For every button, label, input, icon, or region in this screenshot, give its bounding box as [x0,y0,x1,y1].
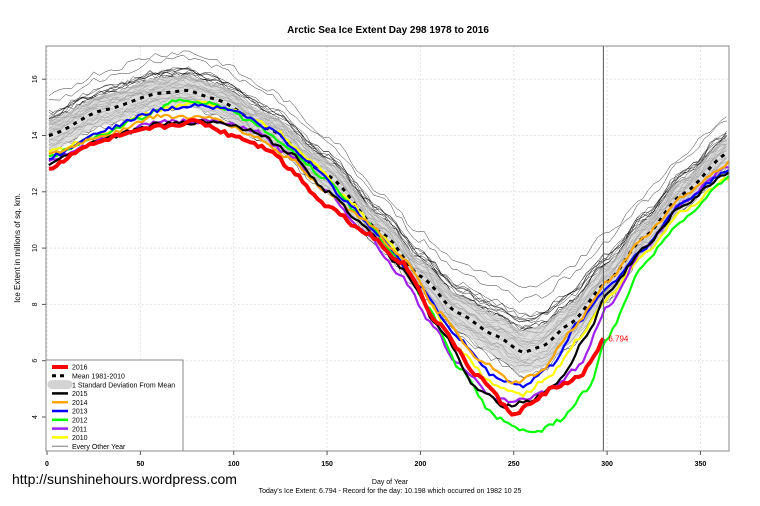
legend-item: 2010 [52,435,88,442]
legend-item: 2014 [52,400,88,407]
y-axis: 4 6 8 10 12 14 16 [32,75,46,419]
legend-item: Mean 1981-2010 [52,374,125,381]
y-tick-label: 8 [32,302,39,306]
chart-title: Arctic Sea Ice Extent Day 298 1978 to 20… [287,25,489,36]
legend-item: 2016 [52,365,88,372]
legend-label: 2012 [72,418,88,425]
current-value-label: 6.794 [608,334,629,343]
x-tick-label: 0 [45,461,49,468]
y-tick-label: 10 [32,244,39,252]
std-deviation-band [48,74,729,374]
y-tick-label: 14 [32,132,39,140]
legend-label: 1 Standard Deviation From Mean [72,382,175,389]
every-other-year-line [48,68,727,320]
legend-item: 2013 [52,409,88,416]
x-tick-label: 100 [228,461,240,468]
legend-label: 2010 [72,435,88,442]
x-axis-label: Day of Year [372,479,409,486]
every-other-year-line [48,68,727,323]
y-tick-label: 4 [32,415,39,419]
legend-label: 2013 [72,409,88,416]
watermark-url: http://sunshinehours.wordpress.com [12,471,237,487]
y-tick-label: 12 [32,188,39,196]
legend-label: 2011 [72,426,87,433]
series-line-2012 [48,98,730,434]
footer-caption: Today's Ice Extent: 6.794 - Record for t… [259,488,522,495]
y-tick-label: 16 [32,75,39,83]
series-line-2014 [48,113,730,385]
legend-label: 2015 [72,391,88,398]
legend-label: 2014 [72,400,88,407]
every-other-year-line [48,54,727,303]
series-lines [48,98,730,434]
series-line-2011 [48,118,730,404]
legend-box [45,359,184,452]
series-line-2016 [48,118,606,417]
y-tick-label: 6 [32,359,39,363]
legend-label: Every Other Year [72,444,126,451]
x-tick-label: 250 [508,461,520,468]
x-tick-label: 300 [601,461,613,468]
x-tick-label: 150 [321,461,333,468]
x-tick-label: 200 [415,461,427,468]
every-other-year-line [48,50,727,288]
x-tick-label: 50 [136,461,144,468]
legend-item: 2011 [52,426,87,433]
legend-item: 1 Standard Deviation From Mean [47,380,175,389]
x-axis: 0 50 100 150 200 250 300 350 [45,451,706,468]
legend-label: 2016 [72,365,88,372]
legend-item: 2015 [52,391,88,398]
legend-item: 2012 [52,418,88,425]
legend-label: Mean 1981-2010 [72,374,125,381]
legend-item: Every Other Year [52,444,126,451]
y-axis-label: Ice Extent in millions of sq. km. [13,193,22,303]
x-tick-label: 350 [695,461,707,468]
